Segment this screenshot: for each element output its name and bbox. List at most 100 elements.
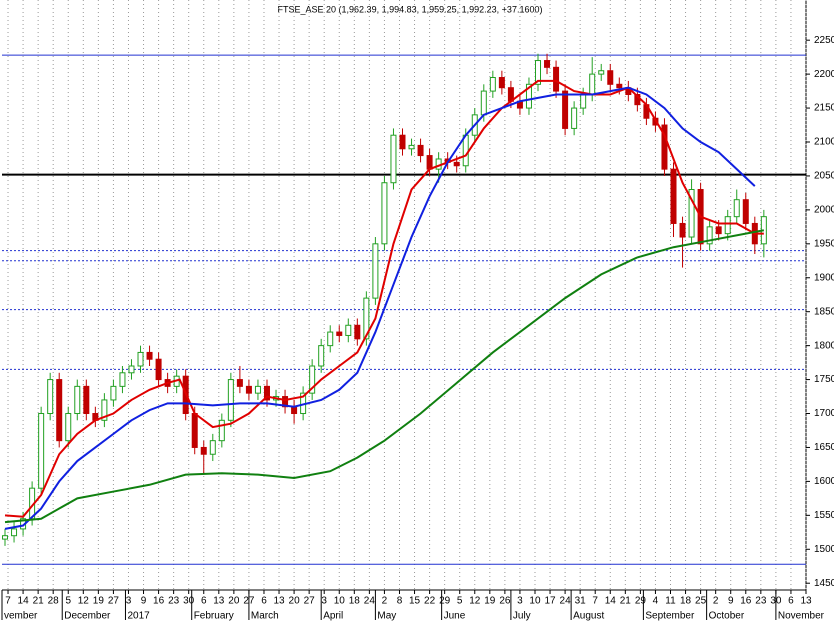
x-tick-label: 31: [575, 596, 587, 607]
candle-body: [715, 226, 722, 235]
moving-average-line: [4, 86, 756, 530]
x-tick-label: 13: [273, 596, 285, 607]
x-tick-label: 20: [228, 596, 240, 607]
x-tick-label: 10: [529, 596, 541, 607]
candle-body: [291, 406, 298, 415]
candle-body: [381, 182, 388, 245]
x-tick-label: 22: [424, 596, 436, 607]
x-tick-label: 20: [289, 596, 301, 607]
x-tick-label: 10: [334, 596, 346, 607]
candle-body: [119, 372, 126, 387]
candle-body: [562, 90, 569, 129]
moving-average-line: [4, 229, 765, 524]
x-tick-label: 27: [304, 596, 316, 607]
x-tick-label: 16: [740, 596, 752, 607]
y-tick-label: 2050: [814, 171, 834, 182]
month-label: 2017: [127, 611, 150, 622]
x-tick-label: 13: [213, 596, 225, 607]
candle-body: [227, 379, 234, 421]
candle-body: [733, 199, 740, 218]
y-tick-label: 2150: [814, 103, 834, 114]
x-tick-label: 25: [695, 596, 707, 607]
y-tick-label: 2100: [814, 137, 834, 148]
candle-body: [670, 168, 677, 224]
candle-body: [101, 399, 108, 421]
candle-body: [544, 60, 551, 68]
x-tick-label: 3: [321, 596, 327, 607]
x-tick-label: 29: [439, 596, 451, 607]
candle-body: [408, 144, 415, 150]
candle-body: [327, 331, 334, 347]
candle-body: [742, 199, 749, 224]
candle-body: [282, 396, 289, 408]
x-tick-label: 23: [168, 596, 180, 607]
candle-body: [38, 413, 45, 489]
x-tick-label: 21: [620, 596, 632, 607]
x-tick-label: 14: [605, 596, 617, 607]
month-label: July: [513, 611, 531, 622]
candle-body: [263, 385, 270, 401]
month-label: June: [444, 611, 466, 622]
candle-body: [372, 243, 379, 299]
candle-body: [571, 107, 578, 129]
month-label: vember: [4, 611, 38, 622]
x-tick-label: 27: [108, 596, 120, 607]
x-tick-label: 2: [382, 596, 388, 607]
x-tick-label: 9: [141, 596, 147, 607]
month-label: March: [251, 611, 279, 622]
candle-body: [245, 385, 252, 394]
x-tick-label: 5: [65, 596, 71, 607]
y-tick-label: 1900: [814, 272, 834, 283]
y-tick-label: 2200: [814, 69, 834, 80]
y-tick-label: 1550: [814, 510, 834, 521]
candle-body: [480, 90, 487, 116]
x-tick-label: 19: [484, 596, 496, 607]
x-tick-label: 23: [755, 596, 767, 607]
x-tick-label: 29: [635, 596, 647, 607]
x-tick-label: 6: [261, 596, 267, 607]
x-tick-label: 12: [78, 596, 90, 607]
month-label: September: [645, 611, 695, 622]
x-tick-label: 21: [33, 596, 45, 607]
candle-body: [128, 365, 135, 374]
candle-body: [616, 83, 623, 89]
y-tick-label: 1850: [814, 306, 834, 317]
candle-body: [535, 60, 541, 85]
candle-body: [706, 226, 713, 245]
month-label: December: [64, 611, 111, 622]
candle-body: [724, 216, 731, 235]
x-tick-label: 19: [93, 596, 105, 607]
candle-body: [489, 77, 496, 92]
x-tick-label: 6: [201, 596, 207, 607]
y-tick-label: 1500: [814, 544, 834, 555]
candle-body: [200, 446, 207, 455]
x-tick-label: 26: [499, 596, 511, 607]
month-label: October: [709, 611, 745, 622]
candle-body: [345, 324, 352, 336]
y-tick-label: 1450: [814, 578, 834, 589]
candle-body: [137, 351, 144, 367]
candle-body: [74, 385, 81, 415]
candle-body: [426, 155, 433, 170]
x-tick-label: 5: [457, 596, 463, 607]
candle-body: [209, 440, 216, 455]
candle-body: [191, 413, 198, 448]
candle-body: [399, 134, 406, 150]
x-tick-label: 18: [680, 596, 692, 607]
candle-body: [688, 189, 695, 238]
y-tick-label: 1600: [814, 476, 834, 487]
candle-body: [363, 297, 370, 340]
candle-body: [417, 144, 424, 157]
x-tick-label: 17: [544, 596, 556, 607]
candle-body: [65, 413, 72, 442]
x-tick-label: 2: [713, 596, 719, 607]
candle-body: [679, 222, 686, 238]
month-label: August: [573, 611, 604, 622]
candle-body: [553, 66, 560, 92]
y-tick-label: 1650: [814, 442, 834, 453]
candle-body: [254, 385, 261, 394]
candle-body: [598, 70, 605, 75]
x-tick-label: 7: [5, 596, 11, 607]
